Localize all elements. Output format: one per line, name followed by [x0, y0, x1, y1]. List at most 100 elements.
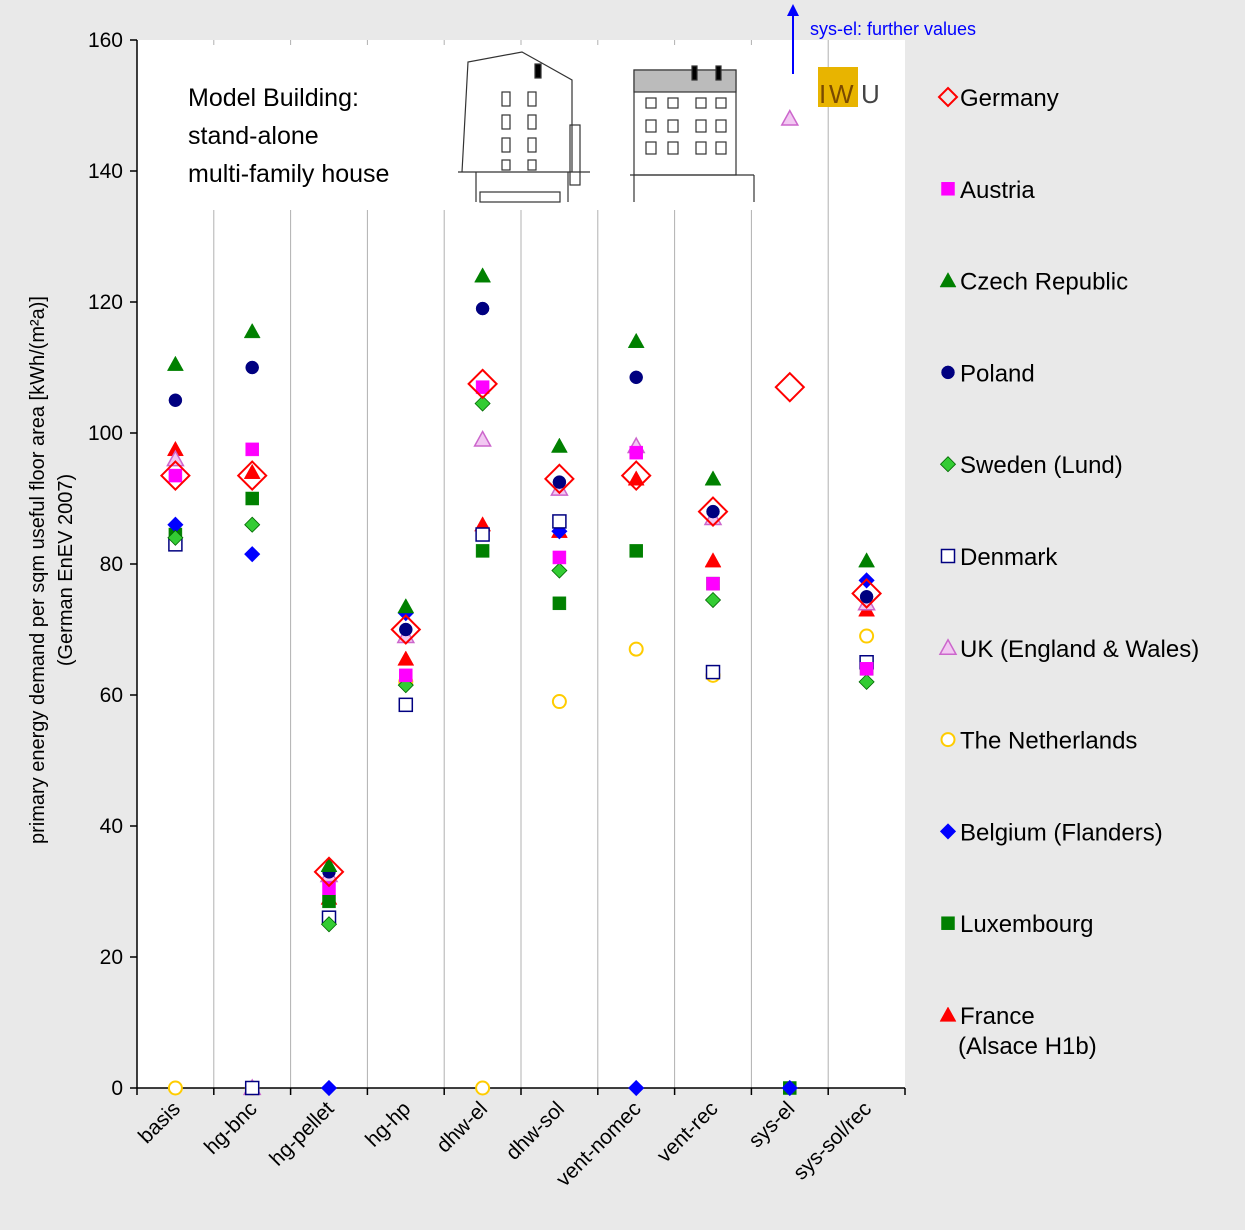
data-point: [774, 371, 806, 403]
data-point: [706, 504, 720, 519]
legend-label: Austria: [960, 177, 1035, 204]
data-point: [243, 322, 261, 339]
data-point: [629, 544, 643, 558]
y-tick-label: 120: [88, 291, 123, 314]
legend-item: Poland: [941, 360, 1035, 387]
data-point: [245, 442, 259, 457]
legend-item: Belgium (Flanders): [939, 819, 1163, 846]
data-point: [628, 641, 644, 657]
y-tick-label: 40: [100, 815, 123, 838]
data-point: [552, 550, 567, 565]
y-tick-label: 0: [111, 1077, 123, 1100]
series-germany: [159, 368, 883, 888]
building-side-view-icon: [458, 51, 590, 203]
legend-label: Czech Republic: [960, 269, 1128, 296]
data-point: [859, 628, 875, 644]
up-arrow-head-icon: [787, 4, 799, 16]
data-point: [244, 516, 261, 533]
legend-marker-icon: [937, 86, 959, 108]
legend-marker-icon: [940, 732, 956, 748]
data-point: [474, 395, 491, 412]
legend-item: France (Alsace H1b): [939, 1003, 1097, 1060]
inset-title: Model Building:: [188, 84, 359, 112]
logo-box: [818, 67, 858, 107]
data-point: [166, 449, 185, 467]
data-point: [322, 894, 336, 909]
data-point: [629, 370, 643, 385]
data-point: [159, 460, 191, 491]
legend-item: Luxembourg: [941, 911, 1093, 938]
logo-letter-w: W: [829, 79, 854, 109]
legend-label: France: [960, 1003, 1035, 1030]
legend: Germany Austria Czech Republic Poland Sweden…: [937, 85, 1199, 1060]
y-tick-label: 140: [88, 160, 123, 183]
data-point: [705, 664, 721, 680]
data-point: [236, 460, 268, 491]
legend-marker-icon: [939, 823, 957, 840]
legend-label: Belgium (Flanders): [960, 819, 1163, 846]
data-point: [474, 267, 492, 283]
data-point: [859, 662, 874, 676]
inset-building-type: multi-family house: [188, 160, 389, 188]
data-point: [627, 470, 645, 486]
y-axis-label: primary energy demand per sqm useful flo…: [27, 296, 49, 844]
legend-marker-icon: [939, 272, 957, 288]
annotation-text: sys-el: further values: [810, 19, 976, 39]
data-point: [320, 916, 338, 933]
y-tick-label: 80: [100, 553, 123, 576]
legend-marker-icon: [939, 1006, 957, 1022]
building-facade-icon: [630, 65, 755, 202]
y-tick-label: 60: [100, 684, 123, 707]
y-axis-label-standard: (German EnEV 2007): [55, 474, 77, 666]
series-sweden-lund-: [167, 395, 875, 933]
data-point: [244, 1080, 260, 1096]
data-point: [552, 514, 567, 529]
legend-marker-icon: [939, 456, 957, 473]
legend-item: Germany: [937, 85, 1059, 112]
data-point: [781, 1079, 798, 1097]
iwu-logo: I W U: [818, 67, 880, 109]
data-point: [475, 1080, 491, 1096]
data-point: [168, 393, 183, 407]
data-point: [780, 109, 800, 126]
legend-marker-icon: [938, 638, 958, 655]
legend-marker-icon: [941, 916, 955, 930]
legend-label: (Alsace H1b): [958, 1033, 1097, 1060]
inset-subtitle: stand-alone: [188, 122, 319, 150]
data-point: [397, 650, 415, 666]
legend-label: UK (England & Wales): [960, 636, 1199, 663]
model-building-inset: Model Building: stand-alone multi-family…: [168, 45, 773, 210]
legend-label: The Netherlands: [960, 728, 1137, 755]
data-point: [313, 856, 345, 888]
legend-item: Denmark: [940, 544, 1058, 571]
y-tick-label: 160: [88, 29, 123, 52]
logo-letter-i: I: [819, 79, 826, 109]
legend-marker-icon: [940, 548, 956, 564]
data-point: [320, 1079, 338, 1097]
data-point: [475, 301, 490, 316]
data-point: [397, 598, 415, 614]
data-point: [552, 596, 567, 611]
legend-label: Denmark: [960, 544, 1058, 571]
data-point: [475, 544, 490, 558]
data-point: [620, 460, 652, 491]
data-point: [551, 694, 567, 710]
data-point: [629, 445, 643, 460]
legend-item: Austria: [941, 177, 1035, 204]
legend-label: Germany: [960, 85, 1059, 112]
data-point: [543, 463, 575, 495]
data-point: [168, 468, 183, 483]
legend-marker-icon: [941, 182, 955, 196]
data-point: [859, 590, 874, 604]
series-czech-republic: [166, 267, 876, 872]
legend-label: Sweden (Lund): [960, 452, 1123, 479]
data-point: [858, 552, 876, 568]
data-point: [245, 360, 259, 375]
data-point: [551, 562, 568, 579]
data-point: [244, 546, 261, 563]
data-point: [399, 668, 413, 683]
legend-item: UK (England & Wales): [938, 636, 1199, 663]
data-point: [704, 591, 722, 609]
data-point: [399, 622, 413, 637]
